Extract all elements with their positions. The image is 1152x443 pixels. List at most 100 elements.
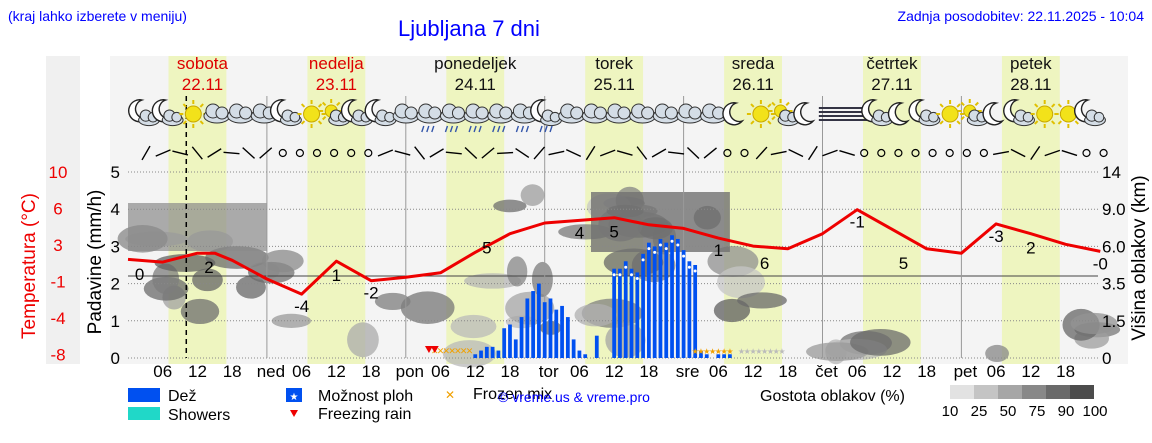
cloud-shape (1093, 111, 1105, 123)
frozen-mix-icon: ★ (726, 347, 733, 356)
showers-chance-star-icon (630, 273, 634, 277)
cloud-height-tick: 14 (1102, 163, 1121, 182)
hour-tick: 18 (1056, 362, 1075, 381)
showers-chance-star-icon (670, 239, 674, 243)
cloud-icon (676, 103, 704, 124)
temperature-tick: 6 (53, 200, 62, 219)
sun-icon (297, 100, 326, 128)
rain-bar (641, 253, 645, 358)
cloud-density-label: 10 (942, 403, 959, 420)
sun-icon (936, 100, 965, 128)
rain-legend-label: Dež (168, 388, 196, 405)
wind-barb-icon (191, 146, 203, 160)
cloud-shape (641, 106, 655, 120)
sun-ray (767, 120, 772, 125)
wind-barb-icon (807, 145, 818, 161)
day-date: 28.11 (1010, 75, 1051, 94)
freezing-rain-icon (424, 346, 433, 353)
cloud-density-cell (850, 328, 911, 356)
hour-tick: 12 (744, 362, 763, 381)
cloud-density-cell (248, 262, 280, 280)
sun-disc (303, 105, 321, 123)
hour-tick: 12 (605, 362, 624, 381)
cloud-density-cell (520, 184, 545, 206)
credit-link[interactable]: © vreme.us & vreme.pro (498, 389, 650, 405)
moon-cloud-icon (340, 99, 373, 127)
calm-wind-icon (330, 148, 339, 158)
showers-chance-star-icon (635, 276, 639, 280)
wind-barb-icon (1044, 149, 1061, 157)
cloud-density-swatch (998, 385, 1022, 399)
freezing-rain-icon (290, 410, 298, 417)
rain-bar (490, 346, 495, 358)
sun-ray (1051, 120, 1056, 125)
sun-ray (322, 115, 327, 121)
cloud-shape (239, 106, 253, 120)
showers-chance-star-icon (693, 269, 697, 273)
cloud-shape (570, 106, 584, 120)
sun-ray (771, 115, 776, 121)
cloud-icon (487, 103, 515, 133)
frozen-mix-legend-label: Frozen mix (473, 386, 552, 403)
rain-bar (652, 246, 657, 358)
rain-drop (468, 125, 472, 133)
temperature-label: -4 (294, 297, 309, 316)
cloud-height-tick: 1.5 (1102, 312, 1126, 331)
day-date: 25.11 (594, 75, 635, 94)
showers-chance-legend-swatch (286, 388, 302, 402)
cloud-density-swatch (950, 385, 974, 399)
day-tick: sre (676, 362, 700, 381)
cloud-density-swatch (974, 385, 998, 399)
fog-icon (818, 107, 845, 121)
moon-cloud-icon (364, 99, 397, 127)
wind-barb-icon (565, 148, 582, 158)
cloud-density-cell (716, 266, 765, 299)
cloud-icon (629, 103, 657, 124)
temperature-label: 1 (332, 266, 341, 285)
day-tick: čet (815, 362, 838, 381)
cloud-density-cell (128, 203, 267, 251)
day-name: petek (1010, 54, 1052, 73)
day-name: torek (595, 54, 633, 73)
moon-icon (722, 102, 745, 126)
calm-wind-icon (945, 148, 954, 158)
calm-wind-icon (364, 148, 373, 158)
hour-tick: 12 (188, 362, 207, 381)
rain-drop (421, 125, 425, 133)
rain-bar (699, 350, 703, 358)
sun-ray (199, 120, 204, 125)
rain-bar (542, 302, 547, 358)
cloud-density-cell (180, 298, 220, 325)
rain-drop (515, 125, 520, 133)
calm-wind-icon (979, 148, 989, 158)
wind-barb-icon (394, 150, 411, 156)
hour-tick: 12 (1021, 362, 1040, 381)
wind-barb-icon (1010, 148, 1026, 158)
moon-cloud-icon (1074, 99, 1106, 127)
day-name: četrtek (866, 54, 918, 73)
moon-cloud-icon (151, 99, 184, 127)
rain-bar (681, 250, 686, 358)
cloud-density-cell (347, 322, 379, 358)
showers-chance-star-icon (676, 243, 680, 247)
day-tick: pon (396, 362, 424, 381)
wind-barb-icon (223, 151, 240, 155)
precip-tick: 2 (111, 275, 120, 294)
wind-barb-icon (616, 150, 633, 156)
cloud-shape (475, 106, 489, 120)
rain-drop (549, 125, 553, 133)
day-tick: tor (539, 362, 559, 381)
sun-ray (300, 120, 306, 125)
sun-ray (750, 120, 755, 125)
calm-wind-icon (740, 148, 749, 158)
rain-drop (426, 125, 430, 133)
frozen-mix-icon: ★ (767, 347, 774, 356)
temperature-label: 0 (135, 265, 144, 284)
cloud-height-tick: 3.5 (1102, 275, 1126, 294)
cloud-icon (581, 103, 609, 124)
cloud-density-cell (152, 263, 180, 295)
cloud-density-cell (493, 199, 527, 213)
cloud-shape (451, 106, 465, 120)
sun-ray (182, 120, 187, 125)
